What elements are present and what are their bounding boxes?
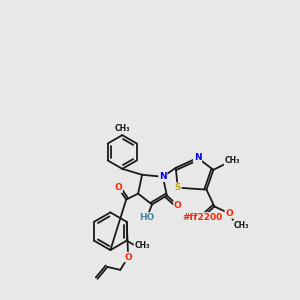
Text: N: N — [194, 153, 201, 162]
Text: O: O — [124, 253, 132, 262]
Text: O: O — [225, 209, 233, 218]
Text: CH₃: CH₃ — [115, 124, 130, 134]
Text: O: O — [114, 183, 122, 192]
Text: O: O — [174, 201, 182, 210]
Text: N: N — [159, 172, 167, 181]
Text: CH₃: CH₃ — [224, 156, 240, 165]
Text: CH₃: CH₃ — [233, 221, 249, 230]
Text: S: S — [175, 183, 181, 192]
Text: CH₃: CH₃ — [134, 241, 150, 250]
Text: HO: HO — [139, 213, 155, 222]
Text: #ff2200: #ff2200 — [182, 213, 223, 222]
